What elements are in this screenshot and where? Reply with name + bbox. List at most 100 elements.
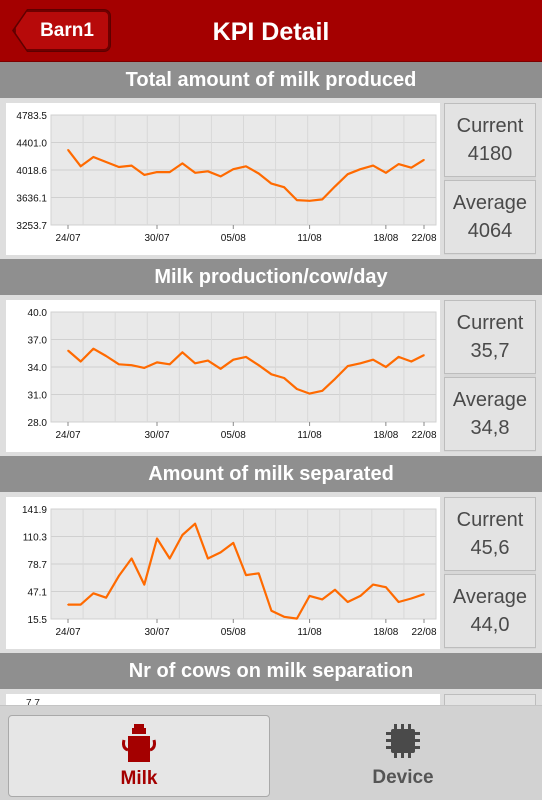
- chip-icon: [386, 724, 420, 758]
- data-point: [194, 362, 196, 365]
- data-point: [168, 557, 171, 560]
- data-point: [397, 163, 400, 165]
- data-point: [219, 175, 222, 178]
- line-chart: 40.0 37.0 34.0 31.0 28.0 24/07 30/07 05/08 11/08…: [28, 308, 437, 441]
- y-tick-label: 3636.1: [16, 194, 47, 205]
- section-title: Nr of cows on milk separation: [0, 653, 542, 689]
- tab-label: Milk: [120, 768, 158, 789]
- data-point: [423, 159, 425, 161]
- tab-milk[interactable]: Milk: [8, 715, 270, 797]
- y-tick-label: 78.7: [28, 560, 48, 571]
- y-tick-label: 141.9: [22, 505, 47, 516]
- data-point: [130, 557, 133, 560]
- data-point: [334, 185, 336, 188]
- data-point: [372, 583, 374, 586]
- data-point: [308, 392, 311, 395]
- data-point: [156, 171, 158, 173]
- x-tick-label: 11/08: [297, 233, 322, 244]
- x-tick-label: 30/07: [144, 430, 169, 441]
- average-kpi: Average 44,0: [444, 574, 536, 648]
- y-tick-label: 110.3: [23, 533, 48, 544]
- average-value: 4064: [467, 220, 513, 242]
- back-button[interactable]: Barn1: [14, 10, 110, 51]
- data-point: [67, 349, 69, 352]
- data-point: [410, 360, 413, 363]
- x-tick-label: 05/08: [221, 627, 246, 638]
- data-point: [219, 551, 222, 554]
- tab-label: Device: [372, 767, 434, 788]
- x-tick-label: 24/07: [55, 627, 80, 638]
- x-tick-label: 05/08: [221, 430, 246, 441]
- current-kpi: Current 35,7: [444, 300, 536, 374]
- data-point: [372, 358, 374, 361]
- y-tick-label: 37.0: [28, 336, 48, 347]
- data-point: [257, 172, 260, 175]
- x-tick-label: 18/08: [373, 233, 398, 244]
- average-kpi: Average 34,8: [444, 377, 536, 451]
- tab-device[interactable]: Device: [272, 715, 534, 797]
- data-point: [308, 200, 311, 202]
- data-point: [385, 171, 387, 174]
- data-point: [207, 557, 209, 560]
- back-button-label: Barn1: [40, 19, 94, 41]
- data-point: [105, 355, 107, 357]
- current-kpi: Current 4180: [444, 103, 536, 177]
- data-point: [143, 174, 146, 176]
- data-point: [257, 572, 260, 575]
- data-point: [207, 359, 209, 362]
- line-chart: 4783.5 4401.0 4018.6 3636.1 3253.7 24/07 30/07…: [16, 111, 437, 244]
- data-point: [257, 364, 260, 366]
- data-point: [245, 574, 247, 576]
- data-point: [130, 164, 133, 167]
- data-point: [397, 601, 400, 603]
- x-tick-label: 05/08: [221, 233, 246, 244]
- data-point: [283, 616, 285, 618]
- data-point: [334, 378, 336, 380]
- x-tick-label: 22/08: [411, 430, 436, 441]
- data-point: [118, 166, 120, 168]
- chart-milk-separated[interactable]: 141.9 110.3 78.7 47.1 15.5 24/07 30/07 05/08 11/…: [6, 497, 440, 649]
- kpi-panel: Current 4180 Average 4064: [444, 103, 536, 255]
- line-chart: 141.9 110.3 78.7 47.1 15.5 24/07 30/07 05/08 11/…: [22, 505, 437, 638]
- data-point: [283, 377, 285, 379]
- data-point: [270, 182, 273, 185]
- y-tick-label: 4401.0: [16, 139, 47, 150]
- data-point: [321, 390, 324, 392]
- current-label: Current: [456, 509, 524, 531]
- y-tick-label: 4783.5: [16, 111, 47, 122]
- data-point: [321, 598, 324, 601]
- x-tick-label: 11/08: [297, 627, 322, 638]
- section-title: Amount of milk separated: [0, 456, 542, 492]
- chart-total-milk[interactable]: 4783.5 4401.0 4018.6 3636.1 3253.7 24/07 30/07…: [6, 103, 440, 255]
- data-point: [92, 156, 95, 158]
- data-point: [232, 542, 235, 544]
- average-label: Average: [452, 586, 528, 608]
- x-tick-label: 18/08: [373, 627, 398, 638]
- data-point: [359, 168, 362, 170]
- data-point: [130, 364, 133, 366]
- current-label: Current: [456, 312, 524, 334]
- data-point: [194, 522, 196, 525]
- data-point: [118, 575, 120, 577]
- data-point: [143, 367, 146, 369]
- data-point: [105, 161, 107, 163]
- data-point: [321, 198, 324, 201]
- data-point: [194, 171, 196, 174]
- data-point: [346, 173, 349, 176]
- data-point: [219, 368, 222, 370]
- current-value: 35,7: [470, 340, 510, 362]
- data-point: [232, 358, 235, 361]
- current-label: Current: [456, 115, 524, 137]
- x-tick-label: 30/07: [144, 233, 169, 244]
- chart-cows-separation[interactable]: 7.7: [6, 694, 440, 706]
- data-point: [308, 595, 311, 597]
- current-value: 4180: [467, 143, 513, 165]
- current-value: 45,6: [470, 537, 510, 559]
- data-point: [92, 347, 95, 350]
- data-point: [410, 166, 413, 169]
- data-point: [385, 366, 387, 368]
- average-value: 34,8: [470, 417, 510, 439]
- data-point: [181, 534, 184, 536]
- x-tick-label: 24/07: [55, 233, 80, 244]
- chart-milk-per-cow[interactable]: 40.0 37.0 34.0 31.0 28.0 24/07 30/07 05/08 11/08…: [6, 300, 440, 452]
